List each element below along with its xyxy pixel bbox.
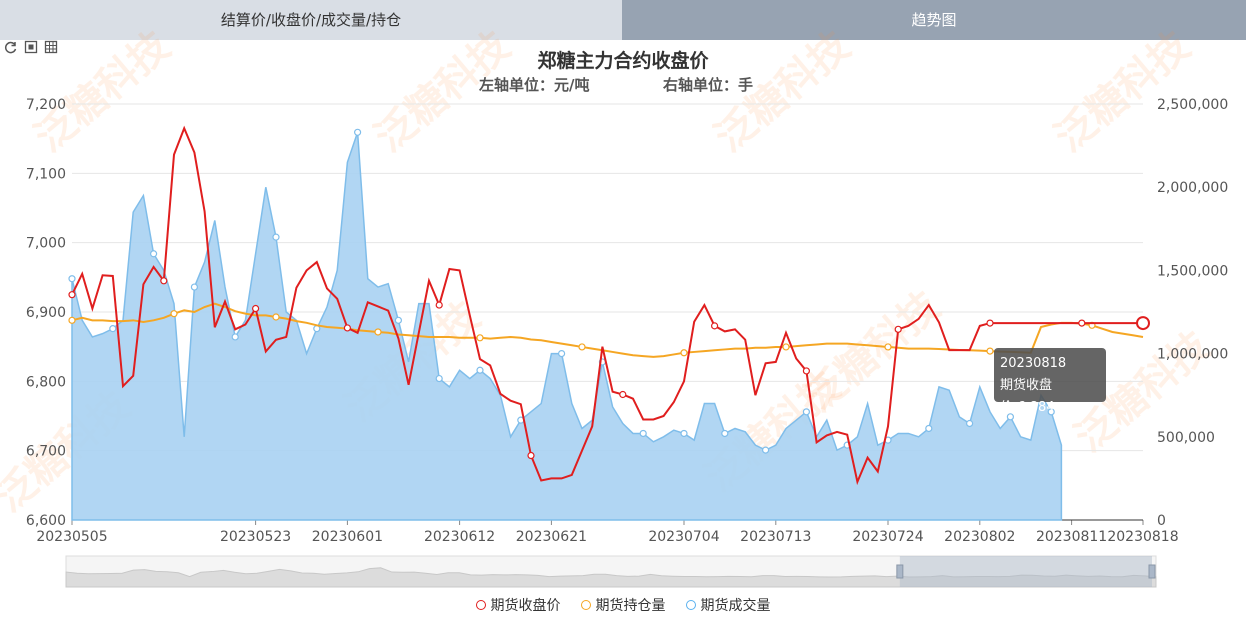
y-left-tick-label: 7,100 xyxy=(26,166,66,182)
y-left-tick-label: 6,800 xyxy=(26,374,66,390)
volume-point xyxy=(639,429,647,438)
legend-symbol xyxy=(475,600,486,610)
close-price-point xyxy=(527,451,535,460)
legend-symbol xyxy=(685,600,696,610)
close-price-point xyxy=(343,324,351,332)
refresh-icon[interactable] xyxy=(4,40,18,54)
datazoom-handle-right[interactable] xyxy=(1148,564,1156,579)
x-tick-label: 20230523 xyxy=(220,529,291,545)
volume-point xyxy=(68,275,76,283)
left-axis-unit: 左轴单位：元/吨 xyxy=(479,76,590,94)
chart-title: 郑糖主力合约收盘价 xyxy=(537,50,709,72)
y-left-tick-label: 6,600 xyxy=(26,513,66,529)
y-right-tick-label: 1,500,000 xyxy=(1157,263,1228,279)
legend-label: 期货持仓量 xyxy=(595,598,666,614)
volume-point xyxy=(435,374,443,383)
volume-point xyxy=(802,408,811,416)
x-tick-label: 20230818 xyxy=(1107,529,1178,545)
datazoom-preview xyxy=(65,567,1157,588)
volume-point xyxy=(965,419,974,428)
x-tick-label: 20230724 xyxy=(852,529,923,545)
close-price-highlight-point xyxy=(1136,316,1150,331)
legend-item-volume[interactable]: 期货成交量 xyxy=(685,595,771,615)
tooltip-date: 20230818 xyxy=(1000,356,1067,371)
fullscreen-icon[interactable] xyxy=(24,40,38,54)
legend-item-close-price[interactable]: 期货收盘价 xyxy=(475,595,561,615)
x-tick-label: 20230811 xyxy=(1036,529,1107,545)
legend-item-open-interest[interactable]: 期货持仓量 xyxy=(580,595,666,615)
volume-point xyxy=(557,350,566,358)
close-price-point xyxy=(68,291,76,299)
y-left-tick-label: 7,200 xyxy=(26,97,66,113)
volume-area xyxy=(71,132,1063,521)
volume-point xyxy=(1006,413,1015,421)
close-price-point xyxy=(160,277,168,285)
x-tick-label: 20230621 xyxy=(516,529,587,545)
x-tick-label: 20230713 xyxy=(740,529,811,545)
open-interest-point xyxy=(476,334,484,342)
open-interest-point xyxy=(578,343,586,351)
open-interest-point xyxy=(680,349,688,357)
volume-point xyxy=(1047,408,1055,416)
legend-symbol xyxy=(580,600,591,610)
volume-point xyxy=(476,366,484,374)
open-interest-point xyxy=(884,343,892,351)
legend-label: 期货成交量 xyxy=(700,598,771,614)
y-right-tick-label: 500,000 xyxy=(1157,430,1215,446)
close-price-point xyxy=(986,319,994,327)
tab-bar: 结算价/收盘价/成交量/持仓 趋势图 xyxy=(0,0,1246,40)
tab-price-volume[interactable]: 结算价/收盘价/成交量/持仓 xyxy=(0,0,622,40)
right-axis-unit: 右轴单位：手 xyxy=(663,76,754,94)
volume-point xyxy=(680,429,688,438)
close-price-point xyxy=(894,325,902,333)
chart-toolbox xyxy=(4,40,58,56)
y-right-tick-label: 2,000,000 xyxy=(1157,180,1228,196)
legend-label: 期货收盘价 xyxy=(490,598,561,614)
close-price-line xyxy=(71,125,1143,486)
x-tick-label: 20230505 xyxy=(36,529,107,545)
close-price-point xyxy=(710,322,719,330)
y-left-tick-label: 7,000 xyxy=(26,236,66,252)
chart-legend: 期货收盘价 期货持仓量 期货成交量 xyxy=(0,595,1246,615)
volume-point xyxy=(272,233,280,241)
x-tick-label: 20230601 xyxy=(312,529,383,545)
open-interest-point xyxy=(68,316,76,324)
x-tick-label: 20230802 xyxy=(944,529,1015,545)
close-price-point xyxy=(1078,319,1086,327)
close-price-point xyxy=(252,304,260,313)
chart-tooltip: 20230818 期货收盘价:6,884 xyxy=(994,348,1106,415)
volume-point xyxy=(109,325,117,333)
volume-point xyxy=(231,333,239,341)
volume-point xyxy=(721,429,729,438)
volume-point xyxy=(394,316,402,324)
datazoom-handle-left[interactable] xyxy=(896,564,904,579)
close-price-point xyxy=(802,367,811,375)
volume-point xyxy=(761,446,770,454)
tooltip-value: 期货收盘价:6,884 xyxy=(1000,378,1055,415)
open-interest-point xyxy=(782,343,790,351)
volume-point xyxy=(150,250,158,258)
datazoom-selection xyxy=(899,556,1152,587)
open-interest-point xyxy=(170,310,178,318)
volume-point xyxy=(190,283,198,291)
data-view-icon[interactable] xyxy=(44,40,58,54)
volume-point xyxy=(925,424,933,433)
close-price-point xyxy=(435,301,443,309)
y-left-tick-label: 6,700 xyxy=(26,444,66,460)
close-price-point xyxy=(619,390,627,399)
y-right-tick-label: 0 xyxy=(1157,513,1166,529)
open-interest-point xyxy=(986,347,994,355)
open-interest-point xyxy=(374,328,382,336)
x-tick-label: 20230704 xyxy=(648,529,719,545)
volume-point xyxy=(354,128,362,136)
x-tick-label: 20230612 xyxy=(424,529,495,545)
open-interest-point xyxy=(272,313,280,321)
y-right-tick-label: 1,000,000 xyxy=(1157,347,1228,363)
tab-trend-chart[interactable]: 趋势图 xyxy=(622,0,1246,40)
y-right-tick-label: 2,500,000 xyxy=(1157,97,1228,113)
y-left-tick-label: 6,900 xyxy=(26,305,66,321)
